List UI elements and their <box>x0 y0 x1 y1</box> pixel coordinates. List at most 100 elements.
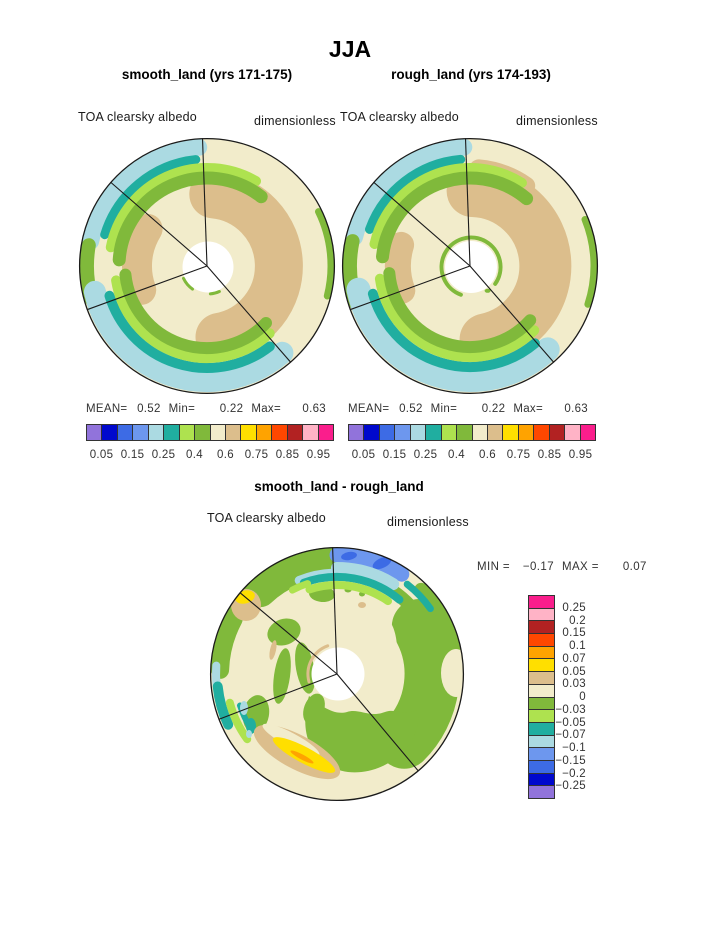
rough-mean-group: MEAN= 0.52 <box>348 403 431 415</box>
diff-colorbar <box>528 595 555 799</box>
colorbar-tick-label: 0.6 <box>217 449 234 461</box>
map-difference <box>209 546 465 802</box>
colorbar-cell <box>529 596 554 609</box>
colorbar-cell <box>529 722 554 736</box>
colorbar-tick-label: 0.6 <box>479 449 496 461</box>
colorbar-cell <box>529 710 554 723</box>
colorbar-cell <box>518 425 535 440</box>
rough-stats-row: MEAN= 0.52 Min= 0.22 Max= 0.63 <box>348 403 596 415</box>
colorbar-cell <box>210 425 226 440</box>
rough-min-label: Min= <box>430 403 458 415</box>
smooth-colorbar-ticks: 0.05 0.15 0.25 0.4 0.6 0.75 0.85 0.95 <box>86 449 334 463</box>
colorbar-cell <box>256 425 273 440</box>
rough-colorbar-ticks: 0.05 0.15 0.25 0.4 0.6 0.75 0.85 0.95 <box>348 449 596 463</box>
colorbar-tick-label: 0.05 <box>562 665 586 678</box>
colorbar-cell <box>457 425 473 440</box>
colorbar-tick-label: −0.07 <box>555 729 586 742</box>
colorbar-tick-label: 0.03 <box>562 678 586 691</box>
smooth-mean-label: MEAN= <box>86 403 128 415</box>
colorbar-tick-label: 0.1 <box>569 640 586 652</box>
colorbar-cell <box>529 773 554 787</box>
colorbar-tick-label: 0.75 <box>506 449 531 461</box>
colorbar-cell <box>472 425 488 440</box>
colorbar-cell <box>487 425 504 440</box>
diff-min-value: −0.17 <box>522 561 554 573</box>
colorbar-tick-label: 0.95 <box>306 449 331 461</box>
rough-mean-label: MEAN= <box>348 403 390 415</box>
diff-units-label: dimensionless <box>387 515 469 529</box>
diff-colorbar-labels: 0.25 0.2 0.15 0.1 0.07 0.05 0.03 0 −0.03 −0.05 −0.… <box>546 595 586 799</box>
colorbar-cell <box>441 425 458 440</box>
colorbar-cell <box>503 425 519 440</box>
diff-minmax-row: MIN = −0.17 MAX = 0.07 <box>477 561 647 573</box>
colorbar-tick-label: 0.75 <box>244 449 269 461</box>
colorbar-cell <box>272 425 288 440</box>
colorbar-cell <box>102 425 118 440</box>
smooth-min-label: Min= <box>168 403 196 415</box>
colorbar-tick-label: −0.2 <box>562 767 586 780</box>
colorbar-cell <box>529 697 554 711</box>
colorbar-tick-label: 0.95 <box>568 449 593 461</box>
smooth-mean-value: 0.52 <box>137 403 161 415</box>
smooth-max-value: 0.63 <box>302 403 326 415</box>
smooth-min-value: 0.22 <box>219 403 244 415</box>
panel-rough-title: rough_land (yrs 174-193) <box>391 67 551 82</box>
rough-variable-label: TOA clearsky albedo <box>340 110 459 124</box>
colorbar-cell <box>133 425 149 440</box>
rough-min-value: 0.22 <box>481 403 506 415</box>
smooth-min-group: Min= 0.22 <box>169 403 252 415</box>
diff-min-label: MIN = <box>477 561 510 573</box>
colorbar-cell <box>529 735 554 749</box>
smooth-variable-label: TOA clearsky albedo <box>78 110 197 124</box>
colorbar-cell <box>117 425 134 440</box>
smooth-max-group: Max= 0.63 <box>251 403 334 415</box>
colorbar-tick-label: 0.25 <box>413 449 438 461</box>
colorbar-tick-label: 0.15 <box>562 627 586 640</box>
smooth-colorbar <box>86 424 334 441</box>
colorbar-cell <box>529 672 554 685</box>
colorbar-cell <box>580 425 595 440</box>
colorbar-cell <box>241 425 257 440</box>
colorbar-tick-label: 0.25 <box>151 449 176 461</box>
rough-max-label: Max= <box>513 403 543 415</box>
colorbar-tick-label: 0.2 <box>569 614 586 627</box>
colorbar-cell <box>529 760 554 774</box>
colorbar-cell <box>565 425 581 440</box>
colorbar-cell <box>529 621 554 635</box>
colorbar-cell <box>195 425 211 440</box>
diff-variable-label: TOA clearsky albedo <box>207 511 326 525</box>
colorbar-cell <box>287 425 304 440</box>
map-rough-land <box>341 137 599 395</box>
colorbar-cell <box>318 425 333 440</box>
colorbar-tick-label: −0.15 <box>555 754 586 767</box>
colorbar-cell <box>164 425 180 440</box>
smooth-mean-group: MEAN= 0.52 <box>86 403 169 415</box>
colorbar-cell <box>529 634 554 647</box>
colorbar-cell <box>549 425 566 440</box>
rough-max-group: Max= 0.63 <box>513 403 596 415</box>
colorbar-tick-label: 0 <box>579 691 586 703</box>
colorbar-cell <box>529 659 554 673</box>
smooth-units-label: dimensionless <box>254 114 336 128</box>
colorbar-cell <box>379 425 396 440</box>
colorbar-cell <box>529 608 554 622</box>
rough-colorbar <box>348 424 596 441</box>
colorbar-cell <box>410 425 427 440</box>
colorbar-cell <box>426 425 442 440</box>
rough-min-group: Min= 0.22 <box>431 403 514 415</box>
diff-max-value: 0.07 <box>622 561 647 573</box>
rough-max-value: 0.63 <box>564 403 588 415</box>
colorbar-cell <box>364 425 380 440</box>
rough-mean-value: 0.52 <box>399 403 423 415</box>
colorbar-tick-label: 0.05 <box>89 449 114 461</box>
colorbar-tick-label: 0.15 <box>382 449 407 461</box>
diff-panel-title: smooth_land - rough_land <box>254 479 424 494</box>
panel-smooth-title: smooth_land (yrs 171-175) <box>121 67 293 82</box>
colorbar-tick-label: 0.07 <box>562 652 586 665</box>
colorbar-tick-label: 0.85 <box>275 449 300 461</box>
colorbar-cell <box>303 425 319 440</box>
colorbar-cell <box>529 684 554 698</box>
colorbar-cell <box>148 425 165 440</box>
colorbar-cell <box>179 425 196 440</box>
